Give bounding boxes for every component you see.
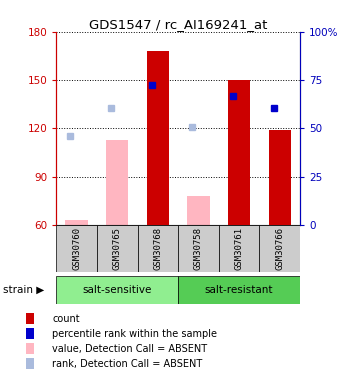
Bar — [147, 51, 169, 225]
Text: GSM30766: GSM30766 — [275, 227, 284, 270]
Text: value, Detection Call = ABSENT: value, Detection Call = ABSENT — [52, 344, 207, 354]
Bar — [65, 220, 88, 225]
Text: GSM30765: GSM30765 — [113, 227, 122, 270]
Bar — [106, 140, 129, 225]
Text: rank, Detection Call = ABSENT: rank, Detection Call = ABSENT — [52, 359, 202, 369]
Text: GSM30768: GSM30768 — [153, 227, 162, 270]
Bar — [219, 225, 260, 272]
Text: GSM30758: GSM30758 — [194, 227, 203, 270]
Text: GSM30761: GSM30761 — [235, 227, 243, 270]
Bar — [178, 276, 300, 304]
Bar — [187, 196, 210, 225]
Text: salt-sensitive: salt-sensitive — [83, 285, 152, 295]
Text: strain ▶: strain ▶ — [3, 285, 45, 295]
Bar — [260, 225, 300, 272]
Title: GDS1547 / rc_AI169241_at: GDS1547 / rc_AI169241_at — [89, 18, 267, 31]
Bar — [27, 314, 34, 324]
Bar — [137, 225, 178, 272]
Bar — [27, 344, 34, 354]
Text: count: count — [52, 314, 80, 324]
Text: salt-resistant: salt-resistant — [205, 285, 273, 295]
Bar — [27, 328, 34, 339]
Bar — [97, 225, 137, 272]
Bar — [228, 80, 250, 225]
Bar — [27, 358, 34, 369]
Bar — [269, 130, 291, 225]
Bar — [56, 225, 97, 272]
Text: percentile rank within the sample: percentile rank within the sample — [52, 329, 217, 339]
Bar — [178, 225, 219, 272]
Text: GSM30760: GSM30760 — [72, 227, 81, 270]
Bar — [56, 276, 178, 304]
